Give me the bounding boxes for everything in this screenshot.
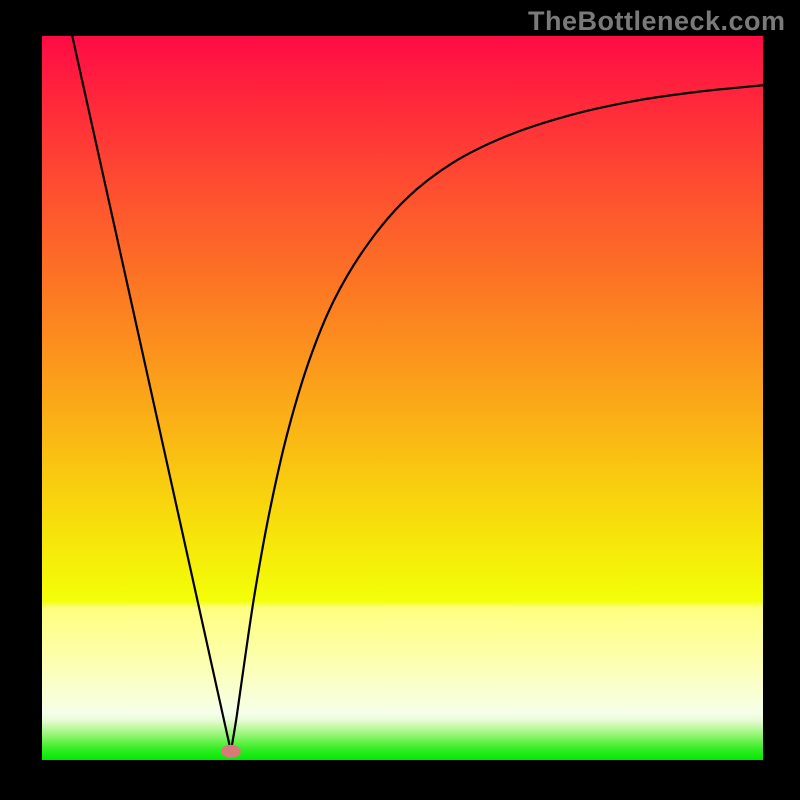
watermark-text: TheBottleneck.com bbox=[528, 6, 786, 37]
plot-svg bbox=[42, 36, 763, 760]
chart-frame: TheBottleneck.com bbox=[0, 0, 800, 800]
gradient-background bbox=[42, 36, 763, 760]
optimum-marker bbox=[221, 745, 241, 758]
plot-area bbox=[42, 36, 763, 760]
